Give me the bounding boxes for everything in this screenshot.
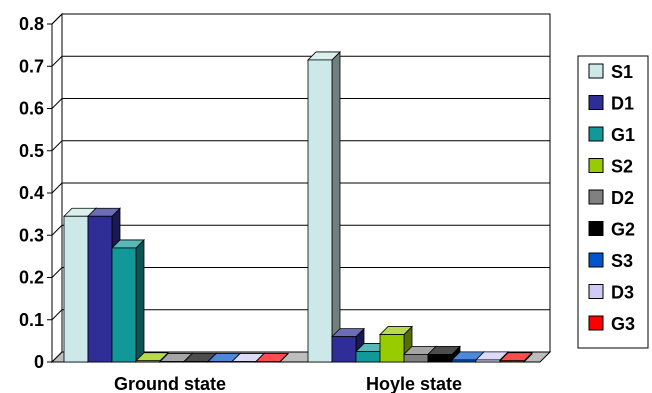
legend-swatch [588, 95, 604, 110]
bar-side [331, 50, 341, 363]
bars [63, 50, 533, 363]
legend-item: S3 [588, 251, 633, 271]
bar-front [403, 353, 429, 363]
legend-item: S1 [588, 62, 633, 82]
gridline-side [51, 182, 63, 194]
legend: S1 D1 G1 S2 D2 G2 S3 D3 G3 [577, 55, 649, 349]
legend-item: G1 [588, 125, 635, 145]
gridline-side [51, 55, 63, 67]
y-tick-label: 0 [34, 352, 44, 372]
legend-item: D1 [588, 94, 634, 114]
y-tick-label: 0.1 [19, 310, 44, 330]
legend-swatch [588, 158, 604, 173]
bar-front [231, 361, 257, 363]
gridline-side [51, 309, 63, 321]
bar-front [307, 59, 333, 363]
gridline-side [51, 140, 63, 152]
legend-label: S1 [611, 62, 633, 82]
bar-front [207, 361, 233, 363]
y-tick-label: 0.7 [19, 56, 44, 76]
legend-item: G3 [588, 314, 635, 334]
gridline-side [51, 267, 63, 278]
legend-item: D3 [588, 283, 634, 303]
legend-label: S2 [611, 157, 633, 177]
legend-label: S3 [611, 251, 633, 271]
y-tick-label: 0.2 [19, 268, 44, 288]
legend-swatch [588, 63, 604, 79]
y-tick-label: 0.6 [19, 99, 44, 119]
bar-front [331, 336, 357, 363]
y-tick-label: 0.8 [19, 14, 44, 34]
legend-label: D3 [611, 283, 634, 303]
legend-label: G1 [611, 125, 635, 145]
y-axis-ticks: 0 0.1 0.2 0.3 0.4 0.5 0.6 0.7 0.8 [19, 14, 53, 372]
y-tick-label: 0.3 [19, 225, 44, 245]
bar-front [159, 361, 185, 363]
legend-swatch [588, 221, 604, 236]
bar-side [135, 238, 145, 363]
bar-front [87, 215, 113, 363]
gridline-side [51, 13, 63, 25]
bar [499, 351, 533, 363]
x-axis-categories: Ground state Hoyle state [114, 374, 462, 393]
legend-label: D1 [611, 94, 634, 114]
legend-swatch [588, 126, 604, 142]
bar [307, 50, 341, 363]
gridlines [51, 13, 550, 321]
bar-front [355, 351, 381, 363]
bar-front [255, 361, 281, 363]
legend-swatch [588, 315, 604, 331]
legend-item: S2 [588, 157, 633, 177]
bar-front [63, 215, 89, 363]
legend-item: D2 [588, 188, 634, 208]
legend-swatch [588, 189, 604, 205]
bar [475, 350, 509, 363]
legend-item: G2 [588, 220, 635, 240]
legend-label: G3 [611, 314, 635, 334]
bar-front [183, 361, 209, 363]
category-label: Hoyle state [366, 374, 462, 393]
y-tick-label: 0.5 [19, 141, 44, 161]
bar [111, 238, 145, 363]
bar-front [499, 360, 525, 363]
gridline-side [51, 224, 63, 236]
gridline-side [51, 98, 63, 109]
legend-label: G2 [611, 220, 635, 240]
bar-front [427, 353, 453, 363]
bar-front [451, 359, 477, 363]
bar [255, 352, 289, 363]
legend-swatch [588, 252, 604, 268]
legend-label: D2 [611, 188, 634, 208]
bar-front [135, 360, 161, 363]
bar-front [475, 359, 501, 363]
legend-swatch [588, 284, 604, 299]
bar-front [379, 334, 405, 363]
category-label: Ground state [114, 374, 226, 393]
bar-front [111, 247, 137, 363]
y-tick-label: 0.4 [19, 183, 44, 203]
